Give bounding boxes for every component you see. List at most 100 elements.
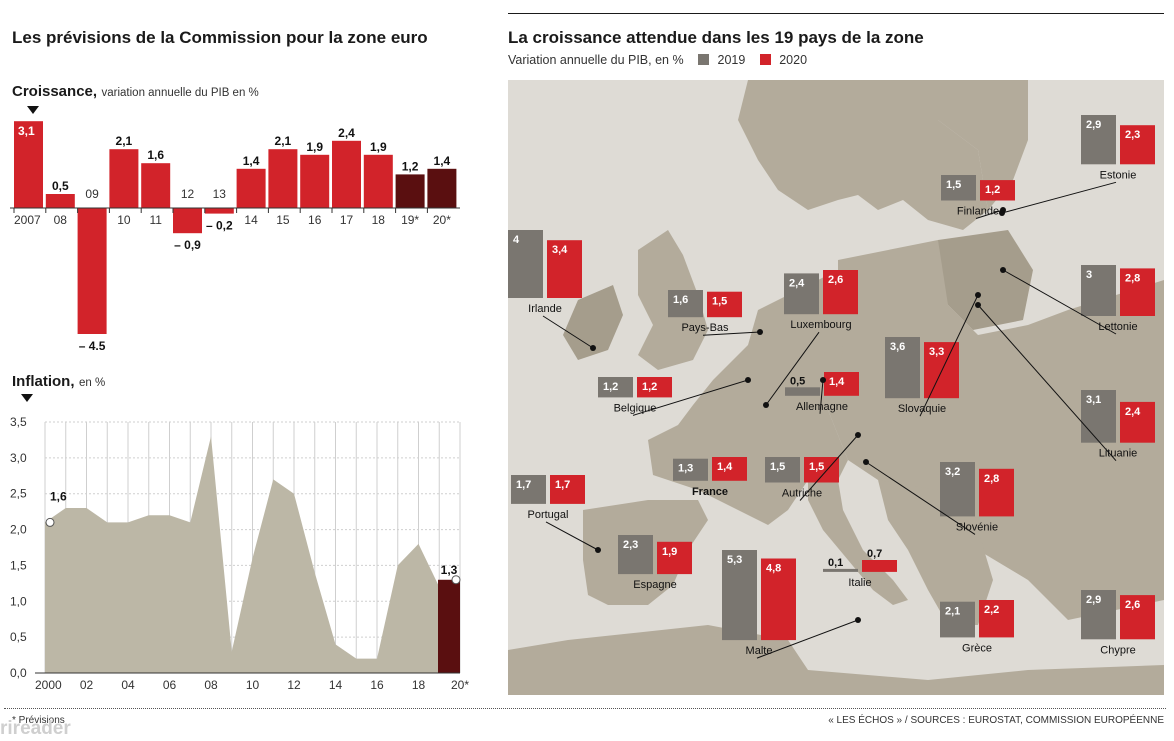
growth-tick-label: 10 xyxy=(117,213,131,227)
country-value-2020: 2,6 xyxy=(1125,599,1140,611)
legend-swatch-2020 xyxy=(759,54,771,65)
inflation-x-tick-label: 06 xyxy=(163,678,177,692)
country-bar-2020 xyxy=(823,270,858,315)
country-bar-2019 xyxy=(940,462,975,517)
country-bar-2019 xyxy=(940,601,975,638)
inflation-x-tick-label: 02 xyxy=(80,678,94,692)
growth-value-label: 0,5 xyxy=(52,179,69,193)
country-value-2020: 2,4 xyxy=(1125,406,1141,418)
country-value-2019: 2,9 xyxy=(1086,119,1101,131)
country-leader-line xyxy=(765,331,820,406)
inflation-x-tick-label: 12 xyxy=(287,678,301,692)
growth-value-label: 2,4 xyxy=(338,126,355,140)
country-bar-2020 xyxy=(979,600,1014,638)
inflation-x-tick-label: 18 xyxy=(412,678,426,692)
country-value-2020: 1,7 xyxy=(555,479,570,491)
watermark: rireader xyxy=(0,718,71,739)
country-bar-2019 xyxy=(673,458,708,481)
country-value-2020: 1,9 xyxy=(662,546,677,558)
country-leader-line xyxy=(819,379,824,414)
inflation-area xyxy=(45,436,440,673)
country-value-2020: 3,3 xyxy=(929,346,944,358)
country-leader-line xyxy=(799,434,859,501)
country-value-2020: 1,2 xyxy=(985,184,1000,196)
country-name-label: Grèce xyxy=(962,642,992,654)
country-value-2019: 1,3 xyxy=(678,463,693,475)
country-bar-2019 xyxy=(722,550,757,641)
growth-value-label: 1,6 xyxy=(147,148,164,162)
country-leader-line xyxy=(632,379,749,416)
country-bar-2019 xyxy=(1081,265,1116,316)
country-bar-2020 xyxy=(761,558,796,641)
map-italy xyxy=(808,480,908,605)
country-value-2019: 0,5 xyxy=(790,375,805,387)
country-value-2020: 2,6 xyxy=(828,274,843,286)
growth-tick-label: 13 xyxy=(213,187,227,201)
right-title: La croissance attendue dans les 19 pays … xyxy=(508,28,924,47)
inflation-x-tick-label: 16 xyxy=(370,678,384,692)
map-scandinavia xyxy=(738,80,988,230)
country-leader-line xyxy=(975,209,1004,219)
growth-year-marker xyxy=(27,106,39,114)
inflation-y-tick-label: 1,5 xyxy=(10,558,27,572)
country-leader-line xyxy=(702,331,761,336)
growth-bar xyxy=(173,208,202,234)
country-bar-2020 xyxy=(804,457,839,483)
country-location-dot xyxy=(975,302,981,308)
inflation-y-tick-label: 3,5 xyxy=(10,415,27,429)
country-location-dot xyxy=(590,345,596,351)
country-name-label: Pays-Bas xyxy=(681,322,729,334)
inflation-y-tick-label: 2,5 xyxy=(10,487,27,501)
growth-bar xyxy=(204,208,234,214)
country-value-2019: 1,5 xyxy=(946,179,961,191)
country-name-label: Chypre xyxy=(1100,644,1135,656)
growth-tick-label: 14 xyxy=(244,213,258,227)
growth-bar xyxy=(109,149,139,208)
country-value-2019: 4 xyxy=(513,234,520,246)
country-leader-line xyxy=(542,315,594,349)
country-name-label: Lituanie xyxy=(1099,448,1138,460)
growth-title: Croissance, xyxy=(12,83,98,100)
footer-rule xyxy=(4,708,1166,709)
growth-tick-label: 19* xyxy=(401,213,419,227)
country-leader-line xyxy=(545,521,599,551)
growth-bar xyxy=(300,154,330,208)
country-value-2020: 2,2 xyxy=(984,604,999,616)
country-bar-2019 xyxy=(598,377,633,398)
country-name-label: Autriche xyxy=(782,488,822,500)
inflation-chart: 0,0 0,5 1,0 1,5 2,0 2,5 3,0 3,5 1,3 1,6 2000 02 04 06… xyxy=(10,394,469,692)
country-name-label: Slovénie xyxy=(956,521,998,533)
country-value-2019: 1,2 xyxy=(603,381,618,393)
country-name-label: Irlande xyxy=(528,303,562,315)
country-value-2020: 1,4 xyxy=(717,461,733,473)
country-name-label: Estonie xyxy=(1100,169,1137,181)
country-location-dot xyxy=(595,547,601,553)
country-leader-line xyxy=(756,619,859,659)
country-value-2019: 1,5 xyxy=(770,461,785,473)
country-name-label: Slovaquie xyxy=(898,403,946,415)
growth-value-label: 1,2 xyxy=(402,159,419,173)
inflation-start-marker xyxy=(45,517,55,527)
country-bar-2019 xyxy=(668,290,703,318)
country-bar-2019 xyxy=(941,175,976,201)
country-location-dot xyxy=(863,459,869,465)
inflation-title: Inflation, xyxy=(12,373,75,390)
country-value-2020: 1,2 xyxy=(642,381,657,393)
country-bar-2019 xyxy=(618,535,653,575)
growth-subtitle: variation annuelle du PIB en % xyxy=(101,87,259,99)
growth-value-label: 3,1 xyxy=(18,124,35,138)
growth-tick-label: 15 xyxy=(276,213,290,227)
top-rule xyxy=(508,13,1164,14)
country-value-2020: 1,4 xyxy=(829,376,845,388)
growth-tick-label: 18 xyxy=(372,213,386,227)
legend-label-2019: 2019 xyxy=(717,53,746,67)
growth-chart: 3,1 0,5 – 4,5 2,1 1,6 – 0,9 – 0,2 1,4 2,1 1,9 2,4 1… xyxy=(10,106,460,350)
country-name-label: Finlande xyxy=(957,206,999,218)
country-value-2019: 5,3 xyxy=(727,554,742,566)
map-eastern-europe xyxy=(828,240,1164,620)
country-bar-2020 xyxy=(637,377,672,398)
country-bar-2020 xyxy=(1120,125,1155,165)
inflation-x-tick-label: 2000 xyxy=(35,678,62,692)
country-value-2019: 2,4 xyxy=(789,277,805,289)
country-value-2020: 3,4 xyxy=(552,244,568,256)
